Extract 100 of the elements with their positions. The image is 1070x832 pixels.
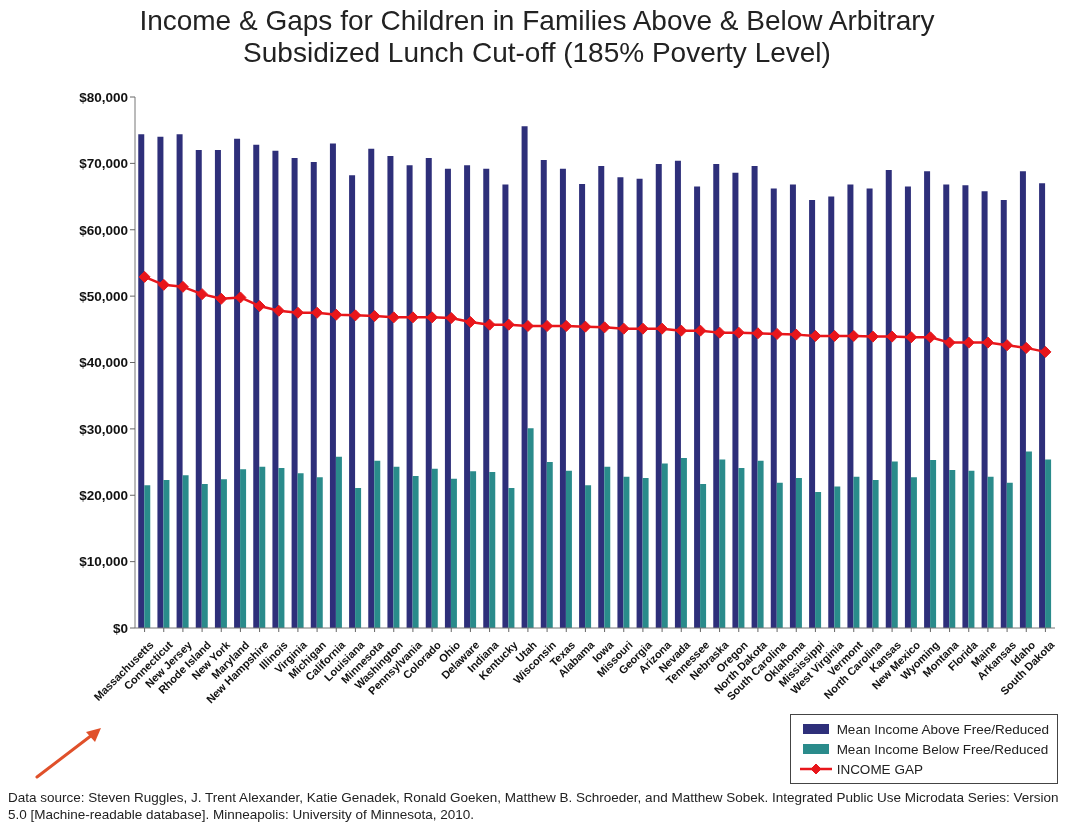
bar	[546, 462, 553, 628]
point	[157, 278, 170, 291]
bar	[508, 487, 515, 628]
bar	[329, 143, 336, 628]
bar	[776, 482, 783, 628]
bar	[585, 485, 592, 628]
point	[866, 330, 879, 343]
bar	[335, 456, 342, 628]
point	[713, 326, 726, 339]
bar	[674, 160, 681, 628]
bar	[502, 184, 509, 628]
bar	[968, 470, 975, 628]
bar	[598, 166, 605, 628]
point	[790, 328, 803, 341]
bar	[1006, 482, 1013, 628]
bar	[425, 158, 432, 628]
bar	[1000, 199, 1007, 628]
point	[1020, 341, 1033, 354]
bar	[297, 473, 304, 628]
bar	[642, 477, 649, 628]
point	[253, 300, 266, 313]
bar	[444, 168, 451, 628]
bar	[885, 170, 892, 628]
point	[1001, 339, 1014, 352]
y-tick-label: $20,000	[79, 488, 128, 504]
bar	[872, 479, 879, 628]
bar	[278, 468, 285, 628]
bar	[559, 168, 566, 628]
bar	[694, 186, 701, 628]
y-tick-label: $60,000	[79, 222, 128, 238]
bar	[527, 428, 534, 628]
bar	[291, 158, 298, 628]
bar	[565, 470, 572, 628]
point	[138, 270, 151, 283]
bar	[470, 471, 477, 628]
point	[694, 324, 707, 337]
bar	[521, 126, 528, 628]
point	[502, 318, 515, 331]
bar	[930, 460, 937, 628]
y-tick-label: $40,000	[79, 355, 128, 371]
bar	[387, 156, 394, 628]
bar	[795, 477, 802, 628]
bar	[489, 472, 496, 628]
bar	[891, 461, 898, 628]
bar	[195, 150, 202, 628]
point	[464, 316, 477, 329]
bar	[680, 458, 687, 628]
bar	[943, 184, 950, 628]
legend-label: Mean Income Above Free/Reduced	[836, 721, 1049, 737]
point	[445, 312, 458, 325]
bar	[853, 476, 860, 628]
y-tick-label: $30,000	[79, 421, 128, 437]
bar	[234, 138, 241, 628]
bar	[253, 144, 260, 628]
bar	[815, 491, 822, 628]
bar	[828, 196, 835, 628]
bar	[713, 164, 720, 628]
bar	[240, 469, 247, 628]
bar	[910, 477, 917, 628]
bar	[732, 172, 739, 628]
bar	[374, 460, 381, 628]
bar	[789, 184, 796, 628]
point	[176, 280, 189, 293]
bar	[1019, 171, 1026, 628]
bar	[201, 483, 208, 628]
point	[311, 306, 324, 319]
bar	[1045, 459, 1052, 628]
bar	[157, 136, 164, 628]
bar	[259, 466, 266, 628]
bar	[431, 468, 438, 628]
bar	[406, 165, 413, 628]
point	[196, 288, 209, 301]
bar	[962, 185, 969, 628]
bar	[809, 199, 816, 628]
bar	[1039, 183, 1046, 628]
bar	[450, 478, 457, 628]
y-tick-label: $10,000	[79, 554, 128, 570]
y-tick-label: $80,000	[79, 89, 128, 105]
bar	[661, 463, 668, 628]
point	[617, 322, 630, 335]
bar	[483, 168, 490, 628]
bar	[623, 476, 630, 628]
bar	[272, 150, 279, 628]
point	[483, 318, 496, 331]
point	[215, 292, 228, 305]
bar	[464, 165, 471, 628]
bar	[617, 177, 624, 628]
bar	[176, 134, 183, 628]
y-tick-label: $50,000	[79, 288, 128, 304]
point	[598, 321, 611, 334]
point	[387, 311, 400, 324]
bar	[138, 134, 145, 628]
bar	[310, 162, 317, 628]
bar	[393, 466, 400, 628]
chart-title: Income & Gaps for Children in Families Above & Below Arbitrary Subsidized Lunch Cut-off (185% Poverty Level)	[138, 5, 936, 69]
bar	[163, 479, 170, 628]
point	[924, 331, 937, 344]
bar	[579, 183, 586, 628]
bar	[604, 466, 611, 628]
point	[675, 324, 688, 337]
